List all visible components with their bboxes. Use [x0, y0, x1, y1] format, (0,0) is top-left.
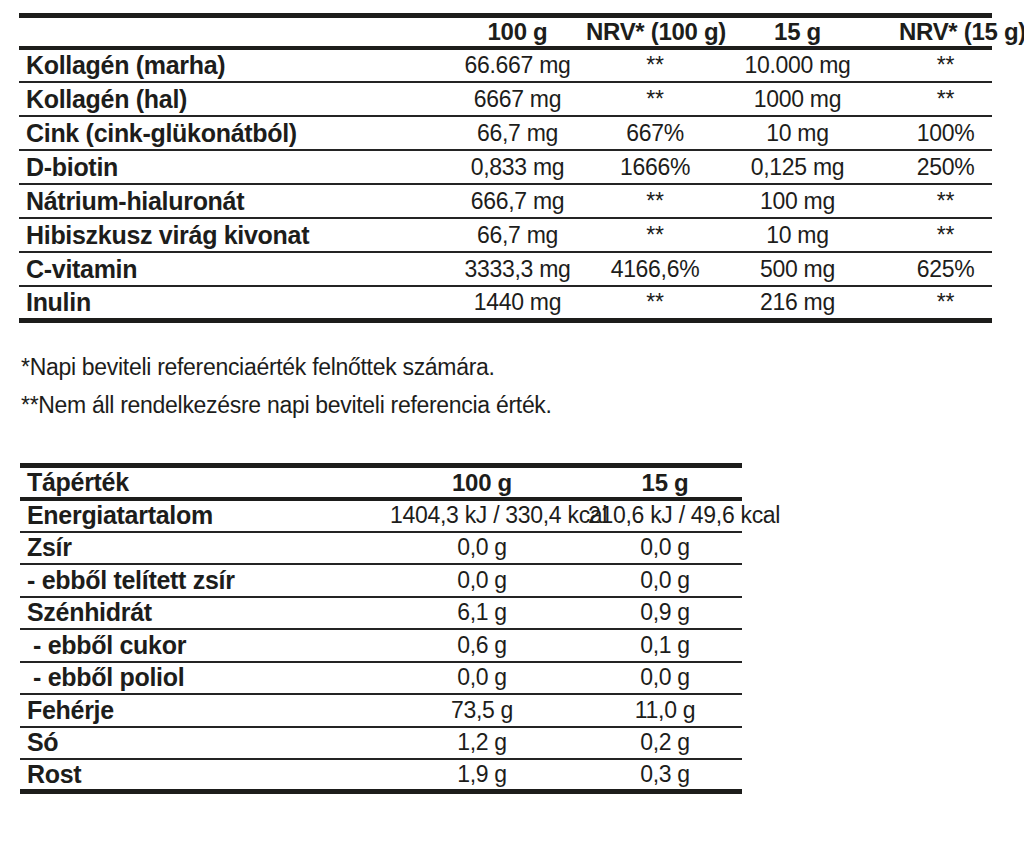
value-per-15g: 0,0 g	[574, 532, 742, 565]
row-natrium-hialuronat: Nátrium-hialuronát 666,7 mg ** 100 mg **	[19, 184, 992, 218]
value-per-15g: 11,0 g	[574, 694, 742, 727]
row-label: Kollagén (marha)	[19, 48, 449, 82]
value-per-100g: 0,0 g	[390, 532, 574, 565]
footnotes: *Napi beviteli referenciaérték felnőttek…	[21, 348, 552, 424]
nrv-per-15g: **	[871, 286, 992, 320]
value-per-100g: 666,7 mg	[449, 184, 586, 218]
value-per-100g: 1,2 g	[390, 727, 574, 760]
supplement-header-15g: 15 g	[724, 16, 871, 49]
row-label: - ebből poliol	[20, 662, 390, 695]
value-per-100g: 1404,3 kJ / 330,4 kcal	[390, 499, 574, 532]
row-label: Só	[20, 727, 390, 760]
value-per-100g: 73,5 g	[390, 694, 574, 727]
nrv-per-100g: 1666%	[586, 150, 724, 184]
value-per-100g: 6,1 g	[390, 597, 574, 630]
nrv-per-15g: 625%	[871, 252, 992, 286]
nrv-per-100g: **	[586, 218, 724, 252]
value-per-100g: 3333,3 mg	[449, 252, 586, 286]
nutrition-header-tapertek: Tápérték	[20, 466, 390, 500]
value-per-15g: 0,0 g	[574, 564, 742, 597]
row-cukor: - ebből cukor 0,6 g 0,1 g	[20, 629, 742, 662]
value-per-15g: 0,9 g	[574, 597, 742, 630]
nutrition-values-table: Tápérték 100 g 15 g Energiatartalom 1404…	[20, 463, 742, 794]
row-label: Fehérje	[20, 694, 390, 727]
row-label: Energiatartalom	[20, 499, 390, 532]
row-label: D-biotin	[19, 150, 449, 184]
row-telitett-zsir: - ebből telített zsír 0,0 g 0,0 g	[20, 564, 742, 597]
value-per-100g: 6667 mg	[449, 82, 586, 116]
value-per-100g: 1,9 g	[390, 759, 574, 792]
nrv-per-100g: 4166,6%	[586, 252, 724, 286]
row-label: - ebből telített zsír	[20, 564, 390, 597]
row-label: Rost	[20, 759, 390, 792]
nutrition-header-100g: 100 g	[390, 466, 574, 500]
value-per-100g: 66,7 mg	[449, 116, 586, 150]
nrv-per-100g: **	[586, 48, 724, 82]
value-per-15g: 1000 mg	[724, 82, 871, 116]
value-per-15g: 0,125 mg	[724, 150, 871, 184]
row-hibiszkusz: Hibiszkusz virág kivonat 66,7 mg ** 10 m…	[19, 218, 992, 252]
row-feherje: Fehérje 73,5 g 11,0 g	[20, 694, 742, 727]
value-per-15g: 0,3 g	[574, 759, 742, 792]
nrv-per-15g: 250%	[871, 150, 992, 184]
value-per-15g: 216 mg	[724, 286, 871, 320]
row-kollagen-marha: Kollagén (marha) 66.667 mg ** 10.000 mg …	[19, 48, 992, 82]
value-per-100g: 66,7 mg	[449, 218, 586, 252]
nrv-per-100g: 667%	[586, 116, 724, 150]
row-label: Inulin	[19, 286, 449, 320]
row-poliol: - ebből poliol 0,0 g 0,0 g	[20, 662, 742, 695]
supplement-header-nrv-15g: NRV* (15 g)	[871, 16, 992, 49]
value-per-15g: 210,6 kJ / 49,6 kcal	[574, 499, 742, 532]
value-per-15g: 0,2 g	[574, 727, 742, 760]
supplement-header-100g: 100 g	[449, 16, 586, 49]
nrv-per-15g: **	[871, 82, 992, 116]
nrv-per-15g: 100%	[871, 116, 992, 150]
row-so: Só 1,2 g 0,2 g	[20, 727, 742, 760]
value-per-15g: 10 mg	[724, 116, 871, 150]
row-zsir: Zsír 0,0 g 0,0 g	[20, 532, 742, 565]
row-label: - ebből cukor	[20, 629, 390, 662]
row-inulin: Inulin 1440 mg ** 216 mg **	[19, 286, 992, 320]
nrv-per-100g: **	[586, 286, 724, 320]
value-per-100g: 0,0 g	[390, 662, 574, 695]
row-label: Cink (cink-glükonátból)	[19, 116, 449, 150]
value-per-15g: 10 mg	[724, 218, 871, 252]
row-c-vitamin: C-vitamin 3333,3 mg 4166,6% 500 mg 625%	[19, 252, 992, 286]
value-per-15g: 10.000 mg	[724, 48, 871, 82]
supplement-header-empty	[19, 16, 449, 49]
footnote-no-nrv: **Nem áll rendelkezésre napi beviteli re…	[21, 386, 552, 424]
row-rost: Rost 1,9 g 0,3 g	[20, 759, 742, 792]
supplement-header-row: 100 g NRV* (100 g) 15 g NRV* (15 g)	[19, 16, 992, 49]
value-per-100g: 66.667 mg	[449, 48, 586, 82]
value-per-15g: 500 mg	[724, 252, 871, 286]
nutrition-header-row: Tápérték 100 g 15 g	[20, 466, 742, 500]
nrv-per-100g: **	[586, 82, 724, 116]
nutrition-header-15g: 15 g	[574, 466, 742, 500]
value-per-100g: 0,0 g	[390, 564, 574, 597]
row-cink: Cink (cink-glükonátból) 66,7 mg 667% 10 …	[19, 116, 992, 150]
value-per-100g: 0,833 mg	[449, 150, 586, 184]
supplement-facts-table: 100 g NRV* (100 g) 15 g NRV* (15 g) Koll…	[19, 13, 992, 323]
row-label: Nátrium-hialuronát	[19, 184, 449, 218]
row-label: Hibiszkusz virág kivonat	[19, 218, 449, 252]
value-per-100g: 1440 mg	[449, 286, 586, 320]
row-label: Kollagén (hal)	[19, 82, 449, 116]
row-label: Zsír	[20, 532, 390, 565]
row-energiatartalom: Energiatartalom 1404,3 kJ / 330,4 kcal 2…	[20, 499, 742, 532]
value-per-100g: 0,6 g	[390, 629, 574, 662]
nrv-per-15g: **	[871, 218, 992, 252]
row-szenhidrat: Szénhidrát 6,1 g 0,9 g	[20, 597, 742, 630]
row-d-biotin: D-biotin 0,833 mg 1666% 0,125 mg 250%	[19, 150, 992, 184]
nrv-per-15g: **	[871, 184, 992, 218]
nrv-per-15g: **	[871, 48, 992, 82]
footnote-nrv-definition: *Napi beviteli referenciaérték felnőttek…	[21, 348, 552, 386]
value-per-15g: 0,1 g	[574, 629, 742, 662]
row-label: C-vitamin	[19, 252, 449, 286]
supplement-header-nrv-100g: NRV* (100 g)	[586, 16, 724, 49]
row-label: Szénhidrát	[20, 597, 390, 630]
value-per-15g: 100 mg	[724, 184, 871, 218]
value-per-15g: 0,0 g	[574, 662, 742, 695]
nrv-per-100g: **	[586, 184, 724, 218]
row-kollagen-hal: Kollagén (hal) 6667 mg ** 1000 mg **	[19, 82, 992, 116]
